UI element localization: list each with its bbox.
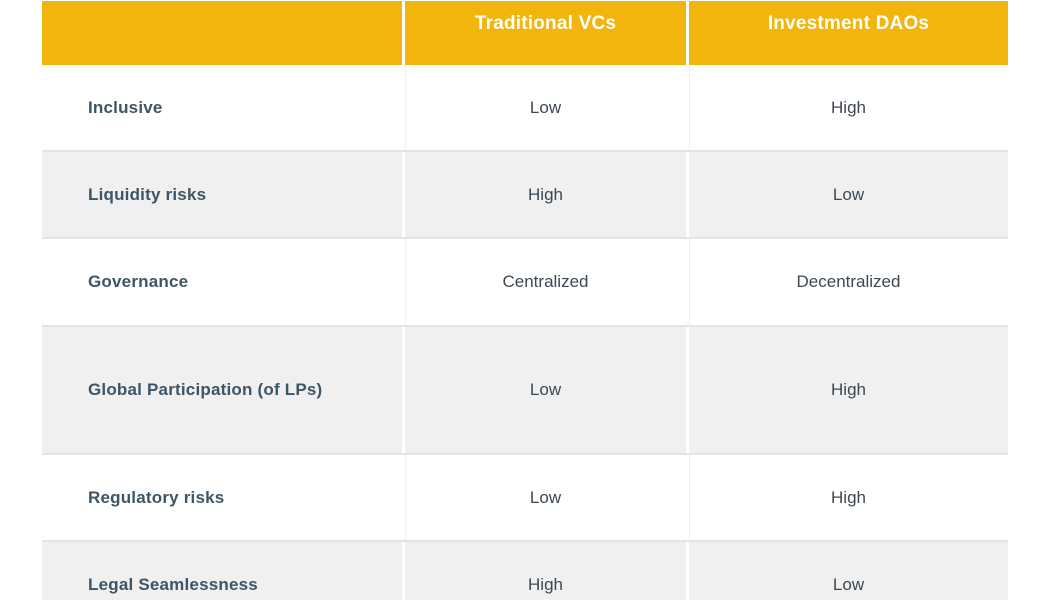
row-label: Global Participation (of LPs) — [88, 380, 323, 399]
row-label: Inclusive — [88, 97, 163, 117]
row-value-investment-daos: Low — [686, 542, 1008, 600]
row-value-traditional-vcs: High — [402, 152, 686, 237]
row-label: Governance — [88, 272, 189, 291]
table-row-inclusive: Inclusive Low High — [42, 65, 1008, 152]
row-value-traditional-vcs: Low — [402, 65, 686, 150]
table-row-regulatory-risks: Regulatory risks Low High — [42, 455, 1008, 542]
header-investment-daos: Investment DAOs — [686, 1, 1008, 65]
row-label: Regulatory risks — [88, 487, 225, 507]
row-value-investment-daos: Low — [686, 152, 1008, 237]
table-header-row: Traditional VCs Investment DAOs — [42, 1, 1008, 65]
table-row-global-participation: Global Participation (of LPs) Low High — [42, 327, 1008, 455]
row-value-traditional-vcs: Centralized — [402, 239, 686, 325]
header-empty-cell — [42, 1, 402, 65]
row-value-traditional-vcs: Low — [402, 327, 686, 453]
row-value-traditional-vcs: Low — [402, 455, 686, 540]
comparison-table: Traditional VCs Investment DAOs Inclusiv… — [42, 1, 1008, 600]
table-row-liquidity-risks: Liquidity risks High Low — [42, 152, 1008, 239]
row-value-investment-daos: High — [686, 327, 1008, 453]
row-label: Liquidity risks — [88, 184, 207, 204]
header-traditional-vcs: Traditional VCs — [402, 1, 686, 65]
row-value-investment-daos: High — [686, 65, 1008, 150]
row-value-traditional-vcs: High — [402, 542, 686, 600]
row-value-investment-daos: Decentralized — [686, 239, 1008, 325]
table-row-governance: Governance Centralized Decentralized — [42, 239, 1008, 327]
table-row-legal-seamlessness: Legal Seamlessness High Low — [42, 542, 1008, 600]
row-value-investment-daos: High — [686, 455, 1008, 540]
row-label: Legal Seamlessness — [88, 575, 258, 594]
